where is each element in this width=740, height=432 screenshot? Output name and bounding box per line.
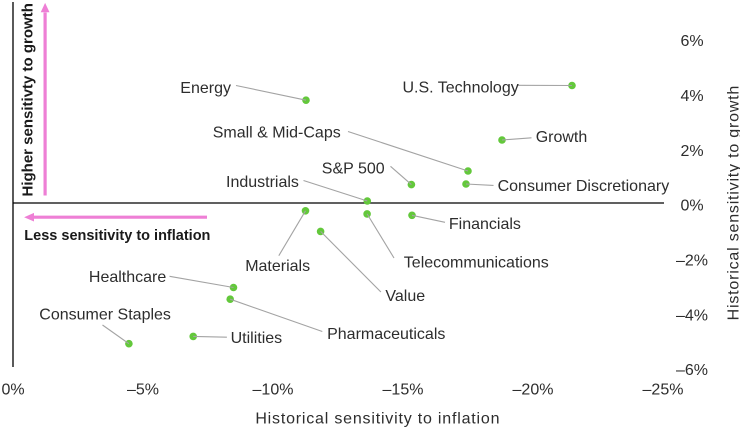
svg-text:Historical sensitivity to infl: Historical sensitivity to inflation <box>255 410 500 427</box>
svg-text:Pharmaceuticals: Pharmaceuticals <box>327 326 445 343</box>
svg-text:Industrials: Industrials <box>226 174 299 191</box>
svg-text:2%: 2% <box>680 143 703 160</box>
svg-text:Financials: Financials <box>449 216 521 233</box>
svg-text:–25%: –25% <box>643 382 684 399</box>
svg-text:Value: Value <box>385 288 425 305</box>
svg-text:Less sensitivity to inflation: Less sensitivity to inflation <box>24 228 210 244</box>
svg-text:–15%: –15% <box>383 382 424 399</box>
svg-text:–10%: –10% <box>253 382 294 399</box>
svg-text:Telecommunications: Telecommunications <box>404 255 549 272</box>
svg-text:Higher sensitivty to growth: Higher sensitivty to growth <box>20 3 37 196</box>
svg-text:Materials: Materials <box>245 258 310 275</box>
svg-text:U.S. Technology: U.S. Technology <box>403 80 519 97</box>
svg-text:–6%: –6% <box>676 362 708 379</box>
svg-text:Consumer Discretionary: Consumer Discretionary <box>498 178 670 195</box>
svg-text:–2%: –2% <box>676 253 708 270</box>
svg-text:4%: 4% <box>680 88 703 105</box>
svg-text:Growth: Growth <box>536 129 588 146</box>
svg-text:Consumer Staples: Consumer Staples <box>39 307 171 324</box>
svg-text:S&P 500: S&P 500 <box>322 160 385 177</box>
svg-text:Small & Mid-Caps: Small & Mid-Caps <box>213 125 341 142</box>
svg-text:Utilities: Utilities <box>231 330 283 347</box>
svg-text:–20%: –20% <box>513 382 554 399</box>
svg-text:0%: 0% <box>680 198 703 215</box>
svg-text:–5%: –5% <box>127 382 159 399</box>
svg-text:Energy: Energy <box>180 80 231 97</box>
svg-text:Healthcare: Healthcare <box>89 269 166 286</box>
svg-text:Historical sensitivity to grow: Historical sensitivity to growth <box>726 85 740 320</box>
svg-text:–4%: –4% <box>676 307 708 324</box>
svg-text:0%: 0% <box>1 382 24 399</box>
svg-text:6%: 6% <box>680 33 703 50</box>
